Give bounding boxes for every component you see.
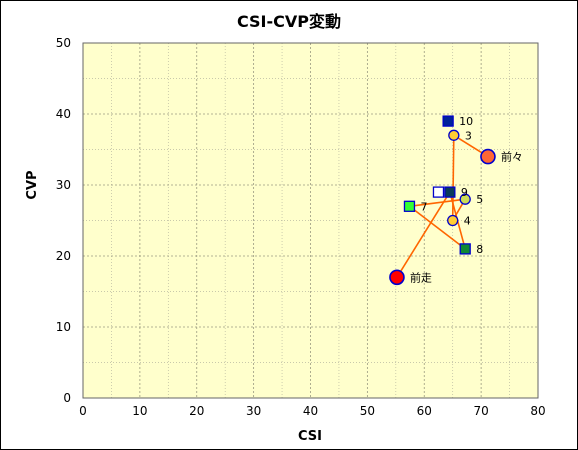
x-tick-label: 20 [189,404,204,418]
y-tick-label: 50 [56,36,71,50]
y-tick-label: 30 [56,178,71,192]
point-label: 前々 [501,150,523,164]
path-segment [409,198,466,208]
y-tick-label: 10 [56,320,71,334]
x-tick-label: 0 [79,404,87,418]
data-point [444,186,456,198]
x-tick-label: 40 [303,404,318,418]
y-axis-title: CVP [25,170,40,199]
data-point [403,200,416,212]
x-tick-label: 10 [132,404,147,418]
x-axis-title: CSI [298,429,322,444]
point-label: 8 [476,243,483,256]
x-tick-label: 70 [473,404,488,418]
path-segment [396,191,451,278]
data-point [389,269,405,286]
point-label: 7 [420,200,427,213]
data-point [459,193,471,205]
data-point [442,115,454,127]
path-segment [408,205,466,250]
chart-title: CSI-CVP変動 [237,12,341,31]
x-tick-label: 50 [360,404,375,418]
data-point [480,148,496,165]
x-tick-label: 60 [417,404,432,418]
y-tick-label: 40 [56,107,71,121]
point-label: 10 [459,115,473,128]
point-label: 4 [464,215,471,228]
plot-border [82,42,539,399]
y-tick-label: 0 [63,391,71,405]
x-tick-label: 80 [530,404,545,418]
data-point [447,214,459,227]
point-label: 5 [476,193,483,206]
point-label: 9 [461,186,468,199]
point-label: 前走 [410,270,432,284]
x-tick-label: 30 [246,404,261,418]
data-point [459,243,471,255]
y-tick-label: 20 [56,249,71,263]
point-label: 3 [465,129,472,142]
path-segment [451,135,455,221]
data-point [448,129,460,141]
data-point [432,186,445,198]
